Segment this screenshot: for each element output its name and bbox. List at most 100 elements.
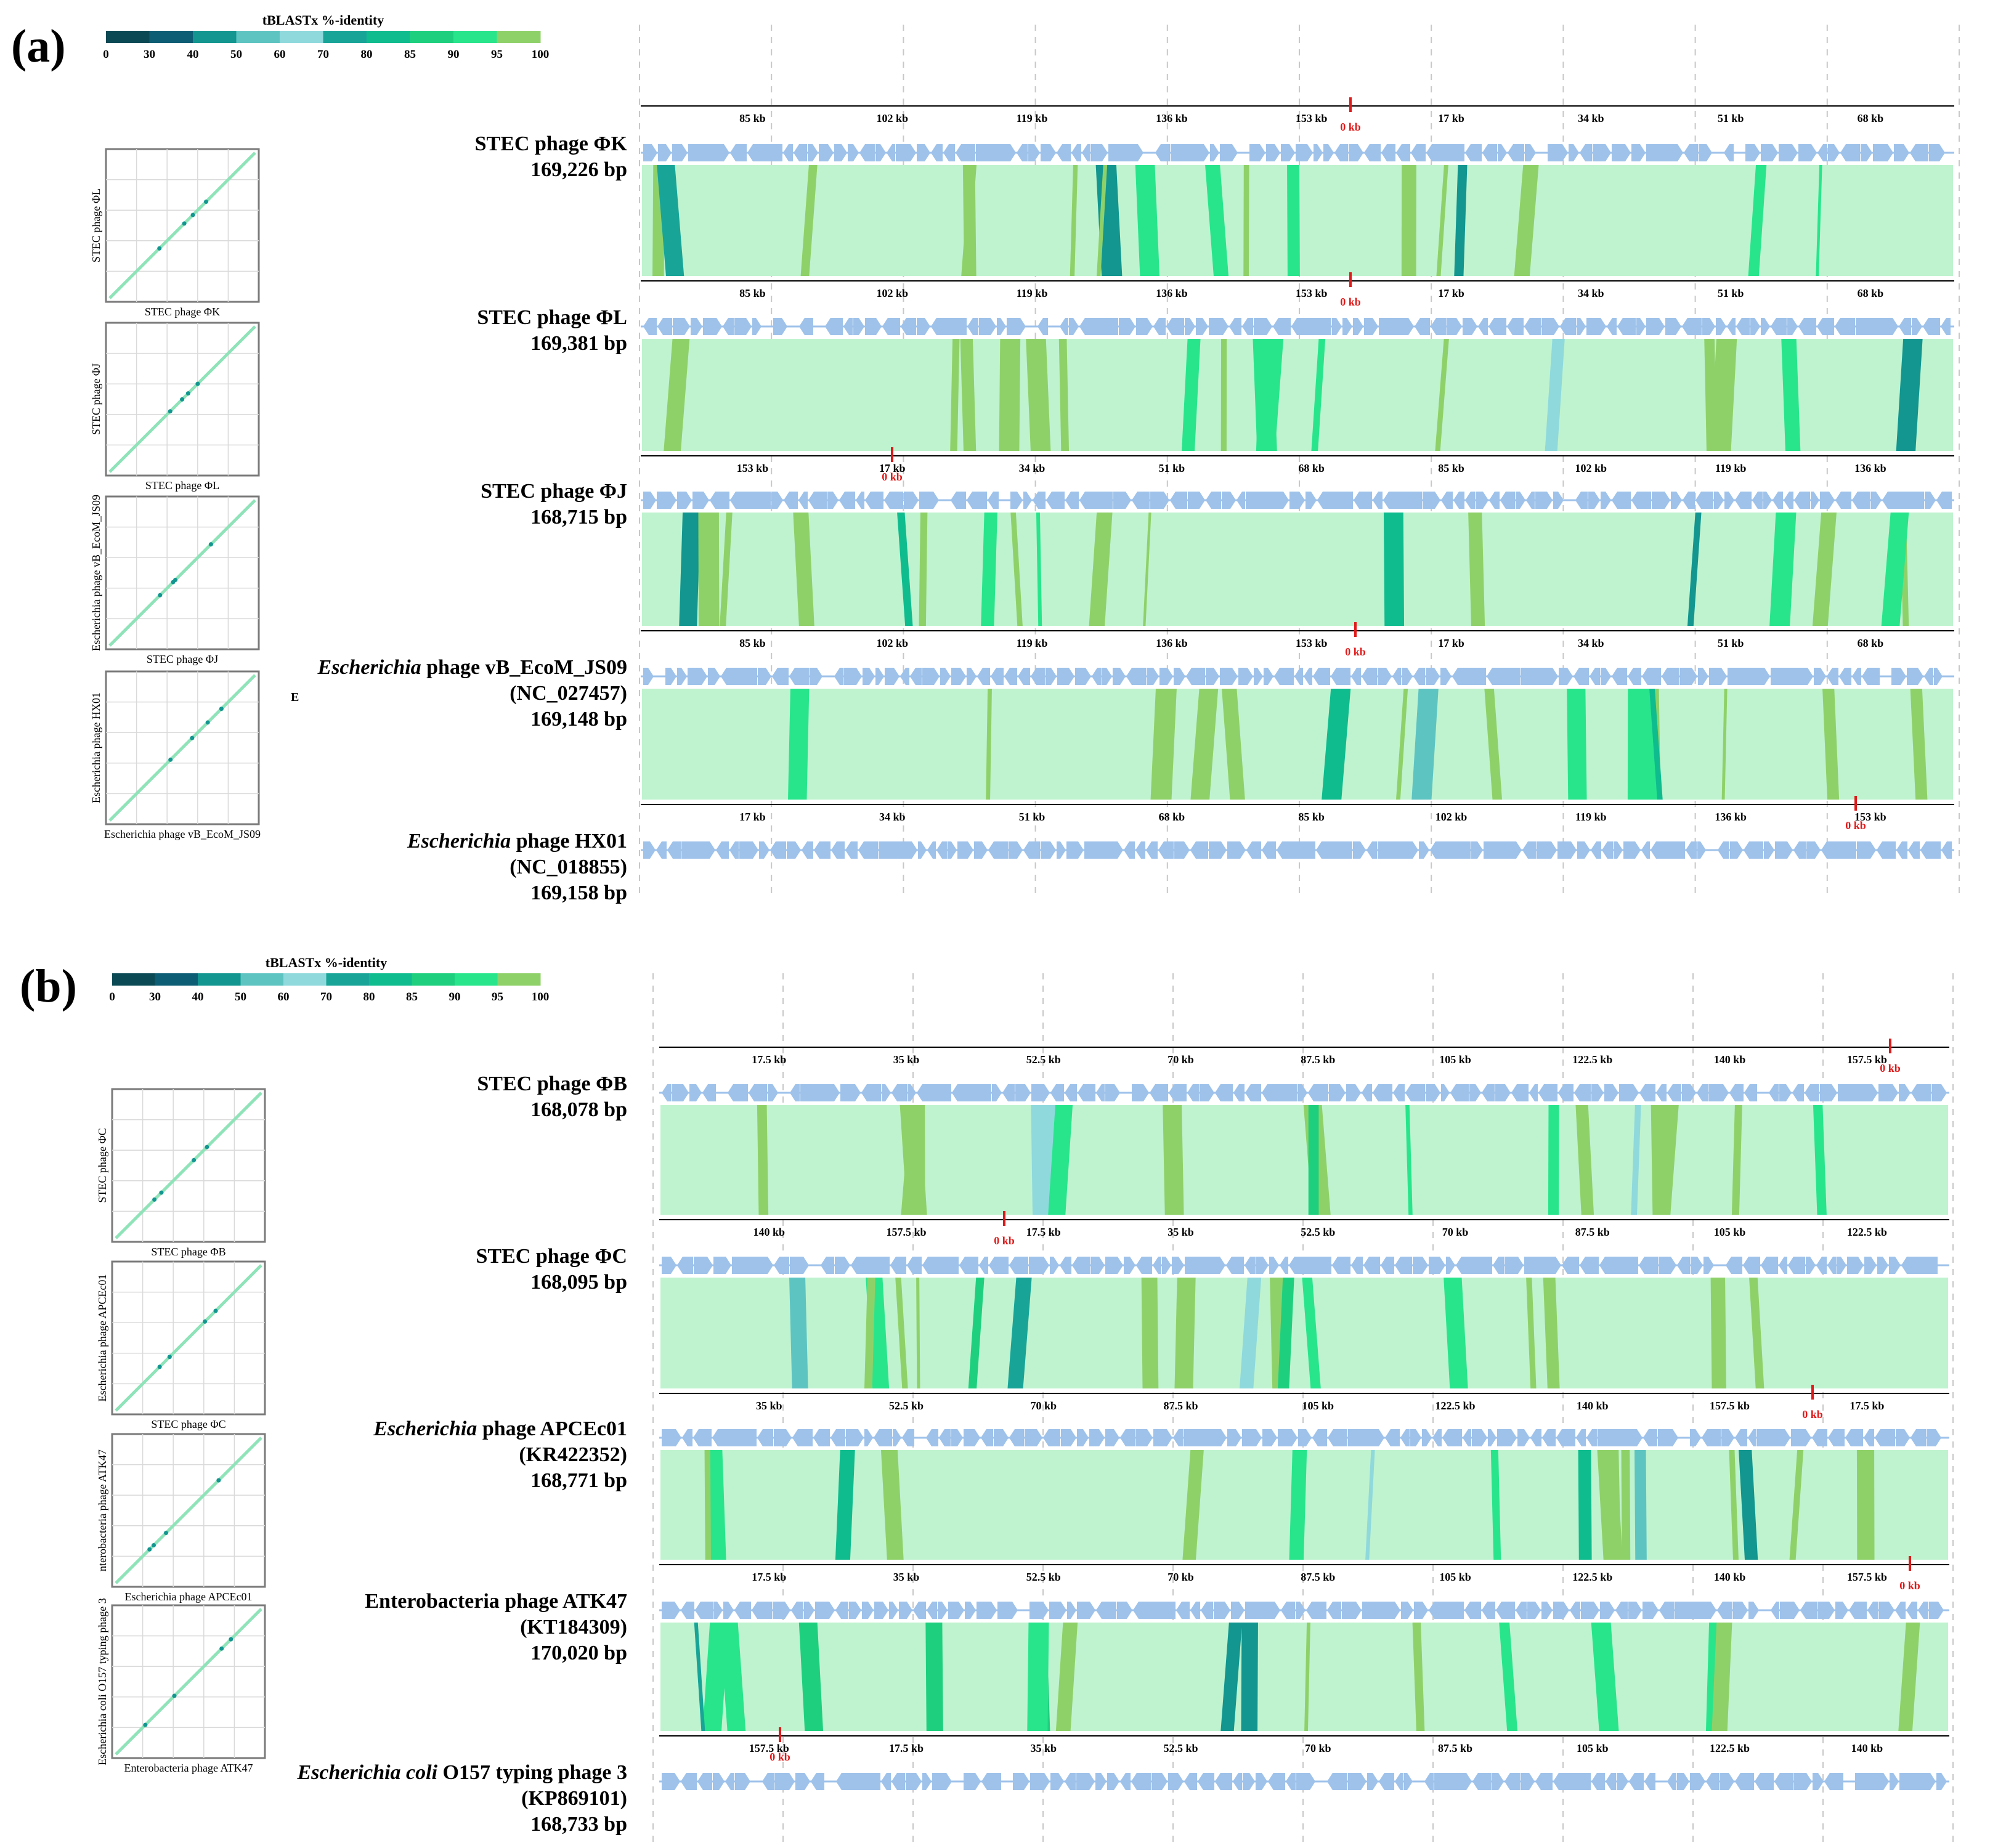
gene-arrow bbox=[1816, 1257, 1827, 1274]
gene-arrow bbox=[1558, 1084, 1574, 1101]
genome-track: 85 kb 102 kb 119 kb 136 kb 153 kb 17 kb 34 kb 5… bbox=[317, 622, 1954, 800]
gene-arrow bbox=[643, 144, 657, 161]
gene-arrow bbox=[1009, 1257, 1028, 1274]
gene-arrow bbox=[1413, 668, 1425, 685]
genome-name-label: Escherichia phage HX01 bbox=[407, 830, 627, 853]
legend-tick-label: 80 bbox=[361, 48, 373, 61]
gene-arrow bbox=[845, 841, 858, 859]
gene-arrow bbox=[853, 318, 864, 335]
gene-arrow bbox=[800, 1084, 840, 1101]
gene-arrow bbox=[1135, 841, 1145, 859]
gene-arrow bbox=[1233, 1773, 1242, 1790]
identity-band bbox=[642, 339, 1953, 451]
gene-arrow bbox=[918, 841, 927, 859]
gene-arrow bbox=[1691, 1257, 1703, 1274]
identity-stripe bbox=[1822, 689, 1840, 800]
identity-stripe bbox=[1220, 339, 1227, 451]
gene-arrow bbox=[1636, 318, 1646, 335]
gene-arrow bbox=[1787, 318, 1798, 335]
genome-name-label: (KT184309) bbox=[520, 1616, 627, 1639]
gene-arrow bbox=[1489, 492, 1500, 509]
identity-stripe bbox=[1649, 689, 1663, 800]
genome-genus-italic: Escherichia bbox=[407, 830, 511, 853]
identity-band bbox=[642, 165, 1953, 276]
genome-name-part: 168,733 bp bbox=[530, 1813, 627, 1836]
gene-arrow bbox=[1542, 1429, 1556, 1446]
gene-arrow bbox=[1162, 1257, 1171, 1274]
gene-arrow bbox=[851, 1257, 890, 1274]
gene-arrow bbox=[772, 668, 789, 685]
gene-arrow bbox=[1806, 1257, 1816, 1274]
gene-arrow bbox=[1729, 1084, 1744, 1101]
identity-stripe bbox=[1910, 689, 1928, 800]
identity-stripe bbox=[1405, 1105, 1413, 1215]
genome-track: 140 kb 157.5 kb 17.5 kb 35 kb 52.5 kb 70 kb 87… bbox=[476, 1211, 1949, 1388]
gene-arrow bbox=[774, 1773, 795, 1790]
gene-arrow bbox=[1736, 318, 1750, 335]
gene-arrow bbox=[1932, 1084, 1947, 1101]
dot-plot-point bbox=[185, 391, 190, 396]
gene-arrow bbox=[773, 318, 787, 335]
gene-arrow bbox=[830, 1429, 845, 1446]
gene-arrow bbox=[1079, 318, 1118, 335]
identity-stripe bbox=[1322, 689, 1351, 800]
gene-arrow bbox=[997, 1602, 1018, 1619]
gene-arrow bbox=[1043, 1429, 1060, 1446]
gene-arrow bbox=[1246, 492, 1289, 509]
gene-arrow bbox=[1667, 1084, 1681, 1101]
gene-arrow bbox=[1077, 1429, 1089, 1446]
scale-tick-label: 17 kb bbox=[879, 462, 906, 474]
gene-arrow bbox=[1378, 841, 1418, 859]
scale-tick-label: 35 kb bbox=[1030, 1742, 1057, 1754]
gene-arrow bbox=[1150, 492, 1169, 509]
identity-stripe bbox=[919, 513, 928, 626]
gene-arrow bbox=[1735, 1773, 1754, 1790]
legend-tick-label: 85 bbox=[404, 48, 416, 61]
dot-plot-point bbox=[157, 1364, 162, 1369]
gene-arrow bbox=[1442, 1429, 1462, 1446]
gene-arrow bbox=[1718, 841, 1729, 859]
dot-plot-x-label: Enterobacteria phage ATK47 bbox=[124, 1762, 253, 1774]
dot-plot-point bbox=[203, 1319, 208, 1324]
gene-arrow bbox=[948, 1602, 964, 1619]
scale-tick-label: 52.5 kb bbox=[1163, 1742, 1198, 1754]
gene-arrow bbox=[1628, 668, 1641, 685]
legend-tick-label: 40 bbox=[187, 48, 199, 61]
gene-arrow bbox=[856, 492, 864, 509]
gene-arrow bbox=[787, 841, 801, 859]
gene-arrow bbox=[1245, 1084, 1261, 1101]
genome-name-label: (KP869101) bbox=[521, 1787, 627, 1810]
identity-band bbox=[660, 1278, 1948, 1388]
gene-arrow bbox=[927, 841, 936, 859]
identity-stripe bbox=[1199, 689, 1214, 800]
identity-band bbox=[660, 1450, 1948, 1560]
gene-arrow bbox=[665, 668, 676, 685]
scale-tick-label: 35 kb bbox=[893, 1571, 920, 1583]
identity-stripe bbox=[719, 1623, 746, 1731]
gene-arrow bbox=[951, 668, 966, 685]
genome-name-part: 168,771 bp bbox=[530, 1469, 627, 1492]
genome-name-label: 169,158 bp bbox=[530, 881, 627, 904]
identity-band bbox=[660, 1105, 1948, 1215]
gene-arrow bbox=[1793, 1773, 1812, 1790]
gene-arrow bbox=[1845, 1429, 1863, 1446]
gene-arrow bbox=[1899, 1773, 1936, 1790]
gene-arrow bbox=[1256, 1257, 1269, 1274]
gene-arrow bbox=[1684, 144, 1698, 161]
dot-plot-point bbox=[205, 720, 210, 725]
gene-arrow bbox=[1009, 1429, 1024, 1446]
gene-arrow bbox=[1714, 492, 1724, 509]
identity-stripe bbox=[899, 1105, 927, 1215]
gene-arrow bbox=[752, 318, 761, 335]
scale-tick-label: 119 kb bbox=[1017, 637, 1048, 649]
legend-tick-label: 85 bbox=[406, 991, 418, 1003]
gene-arrow bbox=[988, 492, 999, 509]
gene-arrow bbox=[1422, 1429, 1432, 1446]
gene-arrow bbox=[1002, 1084, 1015, 1101]
genome-track: 17.5 kb 35 kb 52.5 kb 70 kb 87.5 kb 105 kb 122… bbox=[365, 1556, 1949, 1731]
gene-arrow bbox=[1286, 1773, 1296, 1790]
legend-swatch bbox=[149, 31, 193, 43]
scale-tick-label: 35 kb bbox=[756, 1400, 782, 1412]
identity-stripe bbox=[1731, 1105, 1742, 1215]
scale-tick-label: 122.5 kb bbox=[1435, 1400, 1476, 1412]
